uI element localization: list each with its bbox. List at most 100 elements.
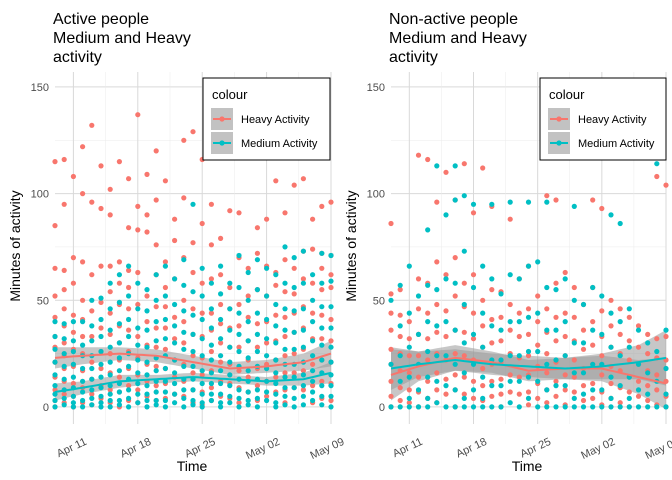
data-point	[599, 308, 605, 314]
data-point	[218, 272, 224, 278]
data-point	[126, 306, 132, 312]
data-point	[626, 404, 632, 410]
data-point	[80, 333, 86, 340]
data-point	[452, 280, 458, 286]
data-point	[571, 203, 577, 209]
data-point	[553, 287, 559, 293]
data-point	[525, 331, 532, 337]
data-point	[480, 297, 486, 303]
data-point	[107, 404, 113, 410]
data-point	[544, 306, 550, 312]
y-tick-label: 0	[43, 402, 49, 414]
data-point	[236, 404, 242, 410]
data-point	[153, 368, 159, 374]
data-point	[98, 365, 104, 372]
data-point	[208, 325, 214, 331]
data-point	[291, 291, 297, 297]
data-point	[98, 361, 104, 367]
data-point	[273, 340, 279, 346]
data-point	[89, 122, 95, 128]
data-point	[388, 327, 394, 333]
panel-1-trend-lines	[54, 352, 332, 393]
data-point	[135, 203, 141, 209]
data-point	[544, 370, 550, 376]
data-point	[135, 333, 141, 340]
data-point	[599, 331, 605, 337]
data-point	[52, 372, 58, 378]
data-point	[608, 395, 614, 401]
data-point	[452, 293, 458, 299]
data-point	[126, 395, 132, 401]
data-point	[452, 255, 458, 261]
data-point	[319, 342, 325, 348]
data-point	[190, 306, 196, 312]
data-point	[227, 280, 233, 286]
data-point	[61, 306, 67, 312]
data-point	[126, 267, 132, 273]
data-point	[489, 378, 495, 384]
data-point	[282, 289, 288, 295]
data-point	[107, 327, 113, 333]
data-point	[388, 393, 394, 399]
data-point	[406, 387, 412, 393]
data-point	[181, 346, 187, 352]
data-point	[388, 346, 394, 352]
data-point	[452, 404, 458, 410]
data-point	[181, 308, 187, 314]
data-point	[70, 319, 76, 325]
data-point	[227, 208, 233, 214]
data-point	[544, 361, 550, 367]
data-point	[498, 383, 504, 389]
panel-2-y-axis-label: Minutes of activity	[343, 190, 359, 301]
data-point	[218, 336, 224, 342]
data-point	[236, 368, 242, 374]
data-point	[397, 353, 403, 359]
data-point	[162, 263, 168, 269]
data-point	[525, 314, 532, 320]
data-point	[227, 383, 233, 389]
data-point	[425, 395, 431, 401]
data-point	[443, 383, 449, 389]
data-point	[273, 312, 279, 318]
data-point	[470, 378, 477, 384]
data-point	[282, 327, 288, 333]
data-point	[617, 220, 623, 227]
data-point	[489, 383, 495, 389]
data-point	[291, 346, 297, 352]
data-point	[181, 137, 187, 143]
data-point	[590, 395, 596, 401]
data-point	[61, 402, 67, 408]
data-point	[525, 374, 532, 380]
data-point	[415, 293, 422, 299]
data-point	[535, 395, 541, 401]
data-point	[52, 293, 58, 299]
data-point	[116, 340, 122, 346]
data-point	[52, 404, 58, 410]
x-tick-label: May 09	[643, 436, 672, 462]
data-point	[107, 397, 113, 404]
data-point	[89, 402, 95, 408]
data-point	[264, 293, 270, 299]
data-point	[489, 323, 495, 329]
data-point	[107, 289, 113, 295]
data-point	[172, 314, 178, 320]
data-point	[144, 391, 150, 397]
data-point	[434, 287, 440, 293]
data-point	[480, 310, 486, 316]
data-point	[617, 353, 623, 359]
data-point	[80, 404, 86, 410]
data-point	[70, 380, 76, 387]
data-point	[135, 269, 141, 276]
data-point	[489, 393, 495, 399]
data-point	[310, 397, 316, 404]
data-point	[516, 333, 522, 340]
data-point	[126, 333, 132, 340]
data-point	[310, 378, 316, 384]
x-tick-label: May 02	[244, 436, 282, 462]
data-point	[116, 280, 122, 286]
data-point	[162, 378, 168, 384]
data-point	[153, 363, 159, 369]
data-point	[273, 404, 279, 410]
data-point	[470, 404, 477, 410]
data-point	[406, 310, 412, 316]
